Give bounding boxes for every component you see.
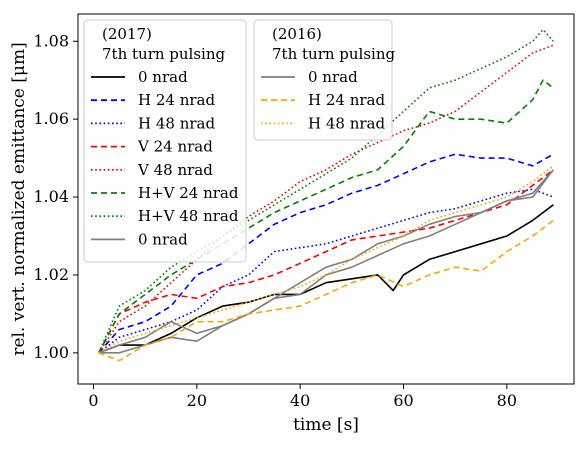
legend-label: H+V 48 nrad xyxy=(138,207,239,225)
x-tick-label: 60 xyxy=(393,391,413,410)
x-tick-label: 40 xyxy=(290,391,310,410)
legend-label: H 24 nrad xyxy=(138,91,215,109)
legend-layer: (2017) 7th turn pulsing 0 nrad H 24 nrad H 4… xyxy=(84,20,396,262)
legend-title-line: 7th turn pulsing xyxy=(272,45,396,63)
y-tick-label: 1.08 xyxy=(33,31,69,50)
x-tick-label: 0 xyxy=(88,391,98,410)
legend-title-line: 7th turn pulsing xyxy=(102,45,226,63)
y-tick-label: 1.00 xyxy=(33,343,69,362)
y-tick-label: 1.02 xyxy=(33,265,69,284)
y-tick-label: 1.06 xyxy=(33,109,69,128)
legend-label: V 48 nrad xyxy=(137,161,213,179)
y-tick-label: 1.04 xyxy=(33,187,69,206)
legend-2016: (2016) 7th turn pulsing 0 nrad H 24 nrad H 4… xyxy=(254,20,396,140)
legend-2017: (2017) 7th turn pulsing 0 nrad H 24 nrad H 4… xyxy=(84,20,246,262)
legend-label: V 24 nrad xyxy=(137,138,213,156)
legend-label: H+V 24 nrad xyxy=(138,184,239,202)
legend-label: 0 nrad xyxy=(138,230,188,248)
legend-label: H 24 nrad xyxy=(308,91,385,109)
legend-label: 0 nrad xyxy=(138,68,188,86)
legend-title-line: (2017) xyxy=(102,25,152,43)
legend-title-line: (2016) xyxy=(272,25,322,43)
x-tick-label: 80 xyxy=(497,391,517,410)
y-axis-title: rel. vert. normalized emittance [μm] xyxy=(9,42,29,355)
legend-label: H 48 nrad xyxy=(138,114,215,132)
x-axis-title: time [s] xyxy=(293,415,359,435)
legend-label: 0 nrad xyxy=(308,68,358,86)
x-tick-label: 20 xyxy=(187,391,207,410)
legend-label: H 48 nrad xyxy=(308,114,385,132)
